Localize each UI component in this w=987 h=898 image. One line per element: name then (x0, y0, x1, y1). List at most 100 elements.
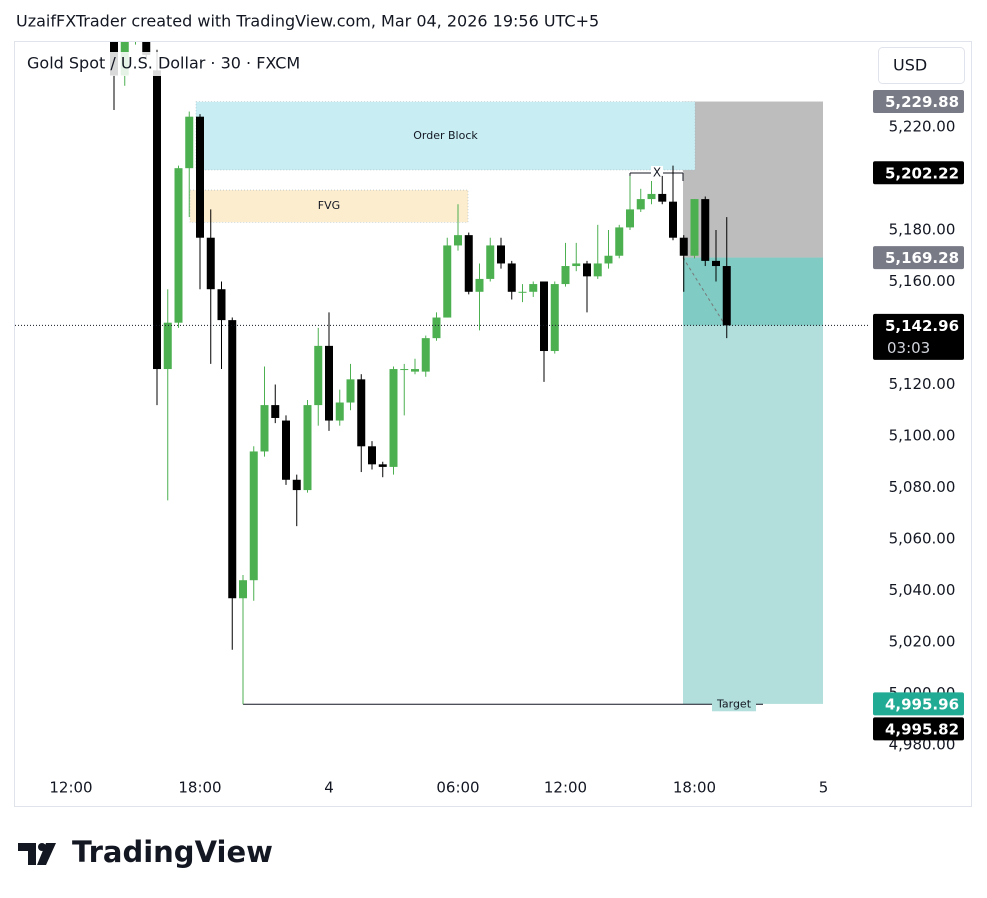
price-label: 4,995.82 (885, 720, 959, 738)
candle-body (303, 405, 312, 491)
profit-zone (683, 257, 823, 704)
candle-body (604, 255, 613, 264)
candle-body (443, 245, 452, 318)
price-label: 4,995.96 (885, 695, 959, 713)
candle-body (389, 369, 398, 467)
price-label-bg (873, 717, 964, 741)
candle-body (722, 266, 731, 326)
candle-body (185, 116, 194, 169)
attribution: UzaifFXTrader created with TradingView.c… (16, 12, 599, 31)
y-tick-label: 5,180.00 (889, 220, 956, 238)
candle-body (454, 235, 462, 246)
marker: X (653, 166, 661, 180)
marker-bg (651, 166, 663, 180)
candle-body (378, 464, 387, 467)
x-tick-label: 5 (819, 779, 829, 797)
brand-logo (18, 843, 56, 865)
target-label: Target (716, 697, 752, 710)
x-tick-label: 18:00 (178, 779, 221, 797)
y-tick-label: 5,040.00 (889, 581, 956, 599)
price-label-bg (873, 246, 964, 270)
price-axis: 4,980.005,000.005,020.005,040.005,060.00… (870, 90, 964, 754)
candle-body (174, 168, 183, 323)
legend-bg (26, 52, 326, 76)
candle-body (669, 201, 677, 238)
candle-body (314, 345, 323, 406)
y-tick-label: 5,100.00 (889, 427, 956, 445)
y-tick-label: 5,060.00 (889, 530, 956, 548)
fvg-zone (189, 189, 469, 223)
plot-area: Order Block FVG X Target (110, 42, 823, 712)
price-label: 5,142.96 (885, 317, 959, 335)
price-label: 5,202.22 (885, 164, 959, 182)
countdown-label: 03:03 (887, 339, 930, 357)
brand-name: TradingView (72, 835, 273, 869)
target-label-bg (712, 697, 756, 712)
candle-body (249, 451, 258, 581)
candle-body (636, 199, 645, 210)
candle-body (292, 479, 301, 491)
y-tick-label: 5,220.00 (889, 117, 956, 135)
candle-body (497, 245, 505, 264)
candle-body (701, 199, 710, 261)
candle-body (206, 237, 215, 290)
candle-body (518, 291, 527, 293)
candle-body (228, 320, 237, 599)
candle-body (550, 284, 559, 352)
candle-body (153, 70, 161, 370)
x-tick-label: 18:00 (673, 779, 716, 797)
price-label: 5,169.28 (885, 249, 959, 267)
candle-body (486, 245, 495, 279)
candle-body (658, 193, 667, 202)
candle-body (593, 263, 602, 277)
candle-body (282, 420, 290, 480)
candle-body (325, 345, 333, 421)
candle-body (615, 227, 624, 256)
candle-body (583, 263, 591, 277)
price-label: 5,229.88 (885, 93, 959, 111)
price-label-bg (873, 90, 964, 114)
order_block-zone (195, 101, 696, 171)
currency-label: USD (893, 56, 927, 75)
y-tick-label: 5,080.00 (889, 478, 956, 496)
candle-body (239, 580, 247, 599)
candle-body (432, 317, 441, 339)
fvg-label: FVG (318, 199, 340, 212)
candle-body (572, 263, 581, 267)
y-tick-label: 5,020.00 (889, 633, 956, 651)
candle-body (679, 237, 688, 256)
candle-body (335, 402, 344, 421)
x-tick-label: 06:00 (436, 779, 479, 797)
candle-body (260, 405, 269, 452)
symbol-legend: Gold Spot / U.S. Dollar · 30 · FXCM (27, 54, 300, 73)
candle-body (540, 281, 548, 352)
candle-body (626, 209, 634, 228)
x-tick-label: 12:00 (544, 779, 587, 797)
candle-body (561, 266, 570, 285)
candle-body (464, 235, 473, 292)
entry-guide (682, 257, 725, 324)
order_block-label: Order Block (413, 129, 478, 142)
candle-body (346, 379, 355, 403)
candle-body (421, 338, 430, 372)
y-tick-label: 5,120.00 (889, 375, 956, 393)
candle-body (196, 116, 204, 238)
candle-body (507, 263, 516, 292)
candle-body (163, 322, 172, 370)
x-tick-label: 4 (324, 779, 334, 797)
currency-button[interactable] (878, 47, 965, 84)
price-label-bg (873, 692, 964, 716)
candle-body (368, 446, 376, 465)
candle-body (529, 284, 538, 292)
candle-body (411, 369, 419, 372)
candle-body (217, 289, 226, 321)
candle-body (142, 42, 151, 55)
x-tick-label: 12:00 (49, 779, 92, 797)
price-label-bg (873, 313, 964, 360)
candle-body (475, 278, 484, 292)
price-label-bg (873, 161, 964, 185)
candle-body (271, 405, 280, 418)
open-profit-zone (683, 257, 823, 326)
